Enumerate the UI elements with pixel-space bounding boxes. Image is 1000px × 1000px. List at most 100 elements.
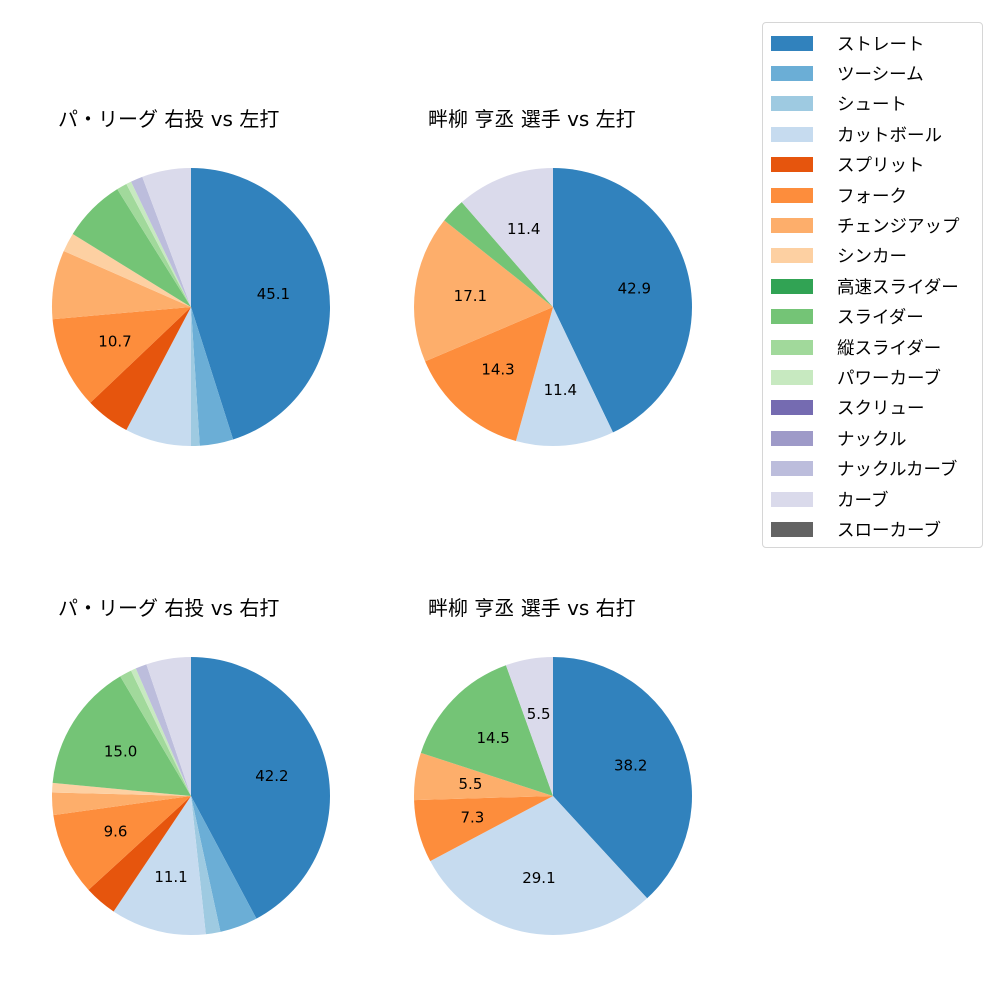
legend-swatch	[771, 430, 813, 446]
legend-label: スクリュー	[837, 399, 925, 420]
pie-slice	[191, 796, 257, 932]
pie-slice	[126, 181, 191, 307]
legend-label: カットボール	[837, 125, 942, 146]
chart-title-4: 畔柳 亨丞 選手 vs 右打	[428, 596, 636, 620]
legend-item: シュート	[771, 93, 907, 115]
pie-slice	[52, 307, 191, 403]
legend-item: 縦スライダー	[771, 336, 941, 359]
pie-slice	[430, 796, 648, 936]
legend-label: スライダー	[837, 308, 924, 329]
pie-slice	[53, 796, 191, 890]
slice-label: 7.3	[460, 808, 484, 826]
legend-item: スローカーブ	[771, 518, 941, 541]
pie-slice	[126, 307, 191, 446]
pie-slice	[444, 202, 553, 307]
legend-item: ストレート	[771, 32, 925, 55]
slice-label: 15.0	[104, 742, 137, 760]
pie-slice	[52, 792, 191, 816]
legend-label: ストレート	[837, 34, 925, 55]
pie-slice	[413, 752, 553, 801]
legend-label: ナックルカーブ	[837, 460, 958, 481]
pie-slice	[72, 189, 191, 307]
legend-label: スプリット	[837, 156, 925, 177]
legend-item: 高速スライダー	[771, 275, 959, 298]
legend-swatch	[771, 157, 813, 173]
pie-slice	[553, 168, 692, 433]
pie-slice	[90, 307, 191, 431]
pie-slice	[52, 250, 191, 320]
pie-slice	[135, 664, 191, 796]
legend-item: スクリュー	[771, 397, 925, 419]
legend-swatch	[771, 187, 813, 203]
legend-swatch	[771, 339, 813, 355]
legend-swatch	[771, 248, 813, 264]
slice-label: 11.1	[154, 868, 187, 886]
legend-label: パワーカーブ	[837, 368, 941, 389]
legend-swatch	[771, 96, 813, 112]
legend-label: シンカー	[837, 247, 907, 268]
slice-label: 9.6	[104, 823, 128, 841]
legend-item: カットボール	[771, 123, 942, 146]
legend-label: スローカーブ	[837, 520, 941, 541]
pie-slice	[52, 782, 191, 796]
pie-slice	[414, 796, 553, 862]
legend-swatch	[771, 369, 813, 385]
slice-label: 42.9	[618, 280, 651, 298]
legend-item: ナックル	[771, 427, 907, 450]
pie-slice	[191, 796, 221, 935]
pie-slice	[515, 307, 613, 447]
legend-label: ナックル	[837, 429, 907, 450]
legend-swatch	[771, 65, 813, 81]
pie-slice	[131, 176, 191, 307]
pie-slice	[117, 183, 191, 307]
pie-slice	[191, 307, 234, 446]
pie-slice	[63, 234, 191, 307]
legend-label: シュート	[837, 95, 907, 116]
pie-slice	[52, 676, 192, 796]
legend-swatch	[771, 217, 813, 233]
slice-label: 11.4	[507, 220, 540, 238]
legend-label: 高速スライダー	[837, 277, 959, 298]
legend-swatch	[771, 309, 813, 325]
pie-slice	[113, 796, 206, 935]
legend-item: スプリット	[771, 154, 925, 176]
legend-item: チェンジアップ	[771, 214, 960, 237]
pie-slice	[553, 657, 693, 899]
legend-swatch	[771, 278, 813, 294]
pie-slice	[414, 220, 553, 362]
pie-slice	[88, 796, 191, 912]
pie-slice	[146, 657, 191, 796]
slice-label: 17.1	[454, 287, 487, 305]
legend-item: スライダー	[771, 306, 924, 328]
pie-slice	[131, 668, 191, 796]
chart-title-3: パ・リーグ 右投 vs 右打	[58, 596, 280, 620]
slice-label: 14.3	[481, 361, 514, 379]
slice-label: 42.2	[255, 767, 288, 785]
slice-label: 29.1	[522, 869, 555, 887]
legend-item: カーブ	[771, 488, 889, 511]
slice-label: 10.7	[98, 332, 131, 350]
legend-label: チェンジアップ	[837, 216, 960, 237]
chart-title-2: 畔柳 亨丞 選手 vs 左打	[428, 107, 636, 131]
pie-slice	[461, 168, 553, 307]
legend-label: ツーシーム	[837, 64, 924, 85]
legend-swatch	[771, 126, 813, 142]
chart-legend: ストレート ツーシーム シュート カットボール スプリット フォーク チェンジアップ シンカー…	[762, 22, 983, 548]
legend-label: カーブ	[837, 490, 889, 511]
pie-slice	[142, 168, 191, 307]
slice-label: 11.4	[544, 381, 577, 399]
legend-swatch	[771, 521, 813, 537]
slice-label: 38.2	[614, 757, 647, 775]
legend-swatch	[771, 35, 813, 51]
pie-slice	[191, 657, 331, 919]
pie-slice	[425, 307, 553, 441]
slice-label: 45.1	[257, 285, 290, 303]
pie-slice	[191, 307, 200, 446]
pie-slice	[420, 665, 553, 796]
legend-item: ツーシーム	[771, 62, 924, 85]
legend-swatch	[771, 461, 813, 477]
pie-slice	[505, 657, 553, 796]
